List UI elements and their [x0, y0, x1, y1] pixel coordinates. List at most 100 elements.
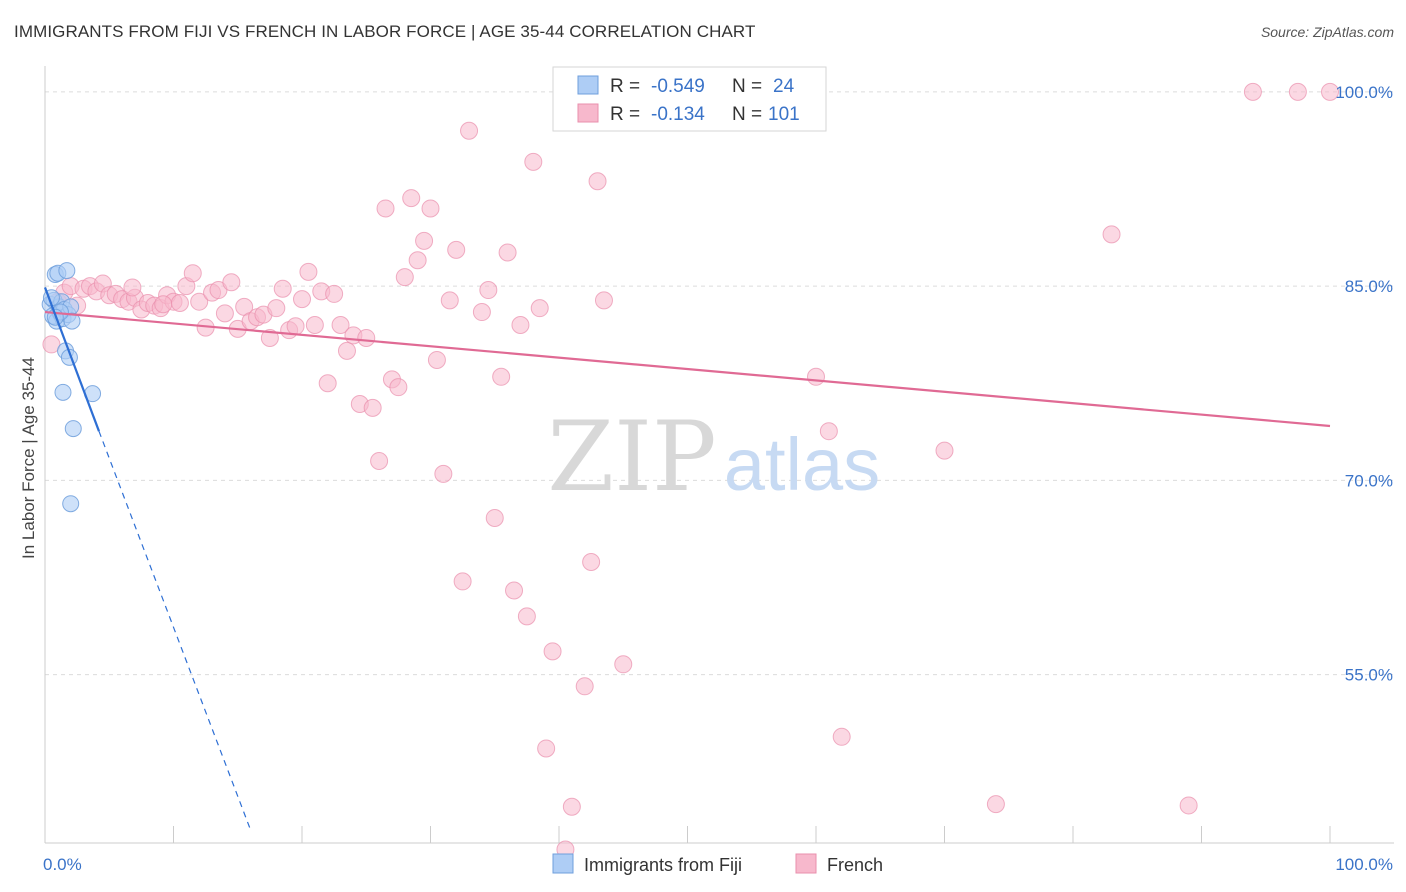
- french-point: [331, 316, 350, 334]
- french-point: [479, 281, 498, 300]
- french-point: [363, 398, 382, 417]
- french-point: [337, 341, 356, 360]
- french-n-label: N =: [732, 104, 762, 125]
- watermark: ZIP atlas: [547, 401, 880, 513]
- y-tick-labels: 100.0% 85.0% 70.0% 55.0%: [1335, 83, 1393, 685]
- legend-fiji-label: Immigrants from Fiji: [584, 855, 742, 875]
- legend-french-swatch: [795, 853, 817, 874]
- french-point: [260, 328, 279, 347]
- french-point: [427, 350, 446, 369]
- y-tick-label: 100.0%: [1335, 83, 1393, 102]
- french-point: [492, 367, 511, 386]
- french-point: [318, 374, 337, 393]
- axes: [44, 66, 1394, 844]
- french-point: [402, 189, 421, 208]
- fiji-point: [54, 383, 72, 401]
- french-point: [1288, 82, 1307, 101]
- x-tick-label: 100.0%: [1335, 855, 1393, 874]
- french-point: [183, 264, 202, 283]
- french-point: [42, 335, 61, 354]
- french-point: [986, 795, 1005, 814]
- source-label: Source: ZipAtlas.com: [1260, 24, 1394, 40]
- french-point: [524, 152, 543, 171]
- french-point: [562, 797, 581, 816]
- french-point: [517, 607, 536, 626]
- french-point: [305, 316, 324, 334]
- fiji-point: [63, 312, 81, 330]
- fiji-trend-line: [43, 287, 100, 432]
- french-point: [389, 378, 408, 397]
- fiji-legend-swatch: [577, 75, 599, 95]
- y-tick-label: 55.0%: [1345, 666, 1393, 685]
- fiji-n-label: N =: [732, 76, 762, 97]
- french-point: [819, 422, 838, 441]
- french-point: [453, 572, 472, 591]
- french-point: [440, 291, 459, 310]
- french-point: [170, 293, 189, 312]
- french-point: [485, 508, 504, 527]
- french-point: [1102, 225, 1121, 244]
- french-point: [582, 552, 601, 571]
- french-point: [421, 199, 440, 218]
- french-point: [123, 278, 142, 297]
- french-point: [273, 279, 292, 298]
- trend-lines: [43, 287, 1331, 831]
- french-point: [472, 303, 491, 322]
- chart-title: IMMIGRANTS FROM FIJI VS FRENCH IN LABOR …: [14, 22, 756, 41]
- french-point: [614, 655, 633, 674]
- watermark-atlas: atlas: [724, 423, 880, 506]
- fiji-r-value: -0.549: [651, 76, 705, 97]
- fiji-trend-extension: [98, 430, 252, 831]
- french-r-value: -0.134: [651, 104, 705, 125]
- french-point: [594, 291, 613, 310]
- fiji-points: [41, 262, 102, 513]
- french-point: [447, 240, 466, 259]
- french-legend-swatch: [577, 103, 599, 123]
- french-point: [537, 739, 556, 758]
- french-point: [588, 172, 607, 191]
- french-point: [1243, 82, 1262, 101]
- french-point: [190, 292, 209, 311]
- french-point: [511, 316, 530, 334]
- french-point: [498, 243, 517, 262]
- french-point: [408, 251, 427, 270]
- french-point: [505, 581, 524, 600]
- french-n-value: 101: [768, 104, 800, 125]
- french-point: [415, 231, 434, 250]
- french-point: [434, 464, 453, 483]
- fiji-point: [62, 495, 80, 513]
- french-point: [299, 262, 318, 281]
- legend-fiji-swatch: [552, 853, 574, 874]
- french-point: [376, 199, 395, 218]
- french-point: [293, 290, 311, 309]
- x-tick-label: 0.0%: [43, 855, 82, 874]
- french-point: [357, 328, 376, 347]
- french-point: [460, 121, 479, 140]
- fiji-n-value: 24: [773, 76, 795, 97]
- french-point: [935, 441, 954, 460]
- watermark-zip: ZIP: [547, 401, 716, 513]
- fiji-r-label: R =: [610, 76, 640, 97]
- french-point: [832, 727, 851, 746]
- french-point: [1321, 82, 1339, 101]
- bottom-legend: Immigrants from Fiji French: [552, 853, 883, 875]
- french-point: [222, 273, 241, 292]
- french-point: [154, 295, 173, 314]
- french-point: [267, 299, 286, 318]
- french-point: [575, 677, 594, 696]
- french-point: [215, 304, 234, 323]
- y-axis-label: In Labor Force | Age 35-44: [19, 357, 38, 559]
- french-point: [395, 268, 414, 287]
- x-tick-labels: 0.0% 100.0%: [43, 855, 1393, 874]
- french-point: [286, 317, 305, 336]
- stats-legend: R = -0.549 N = 24 R = -0.134 N = 101: [552, 66, 827, 132]
- french-r-label: R =: [610, 104, 640, 125]
- legend-french-label: French: [827, 855, 883, 875]
- fiji-point: [64, 420, 82, 438]
- gridlines: [45, 91, 1394, 676]
- y-tick-label: 70.0%: [1345, 471, 1393, 490]
- french-trend-line: [44, 310, 1331, 428]
- french-point: [543, 642, 562, 661]
- fiji-point: [58, 262, 76, 280]
